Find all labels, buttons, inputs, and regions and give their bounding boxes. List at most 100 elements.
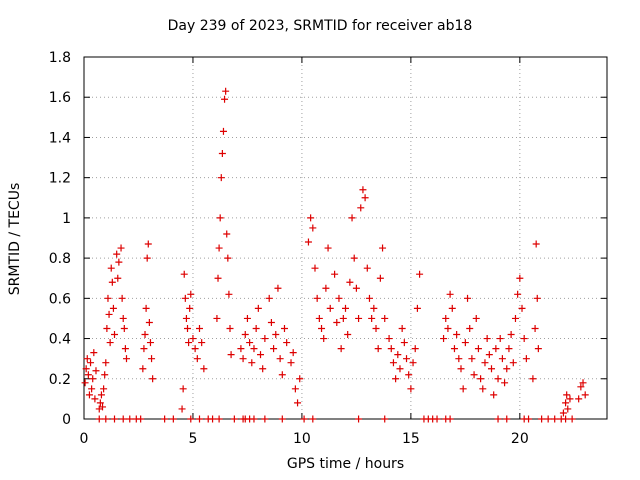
data-point — [113, 250, 121, 258]
data-point — [457, 365, 465, 373]
data-point — [107, 264, 115, 272]
data-point — [385, 335, 393, 343]
data-point — [280, 325, 288, 332]
data-point — [479, 385, 487, 393]
data-point — [520, 335, 528, 343]
data-point — [562, 399, 570, 407]
data-point — [142, 304, 150, 312]
data-point — [525, 415, 533, 423]
data-point — [101, 371, 109, 379]
data-point — [106, 339, 114, 347]
data-point — [223, 230, 231, 238]
data-point — [494, 375, 502, 383]
x-tick-label: 15 — [402, 431, 420, 447]
data-point — [490, 391, 498, 399]
data-point — [403, 355, 411, 363]
data-point — [407, 385, 415, 393]
data-point — [566, 395, 574, 403]
data-point — [444, 325, 452, 332]
y-tick-label: 0 — [62, 412, 71, 428]
data-point — [88, 385, 96, 393]
data-point — [335, 294, 343, 302]
data-point — [363, 264, 371, 272]
data-point — [246, 339, 254, 347]
data-point — [291, 385, 299, 393]
data-point — [217, 174, 225, 182]
data-point — [143, 254, 151, 262]
data-point — [416, 270, 424, 278]
data-point — [189, 335, 197, 343]
data-point — [516, 274, 524, 282]
data-point — [355, 314, 363, 322]
data-point — [468, 355, 476, 363]
data-point — [230, 415, 238, 423]
data-point — [225, 290, 233, 298]
data-point — [492, 345, 500, 353]
data-point — [496, 335, 504, 343]
data-point — [85, 391, 93, 399]
data-point — [296, 375, 304, 383]
data-point — [218, 150, 226, 158]
data-point — [450, 345, 458, 353]
data-point — [276, 355, 284, 363]
data-point — [531, 325, 539, 332]
data-point — [333, 318, 341, 326]
data-point — [533, 294, 541, 302]
data-point — [289, 349, 297, 357]
data-point — [213, 314, 221, 322]
data-point — [241, 331, 249, 339]
data-point — [507, 331, 515, 339]
data-point — [96, 399, 104, 407]
data-point — [370, 304, 378, 312]
data-point — [83, 355, 91, 363]
data-point — [187, 415, 195, 423]
data-point — [191, 345, 199, 353]
data-point — [304, 238, 312, 246]
data-point — [352, 284, 360, 292]
data-point — [102, 359, 110, 367]
data-point — [198, 339, 206, 347]
data-point — [361, 194, 369, 202]
data-point — [455, 355, 463, 363]
data-point — [472, 314, 480, 322]
data-point — [149, 375, 157, 383]
data-point — [381, 314, 389, 322]
data-point — [252, 325, 260, 332]
data-point — [267, 318, 275, 326]
data-point — [357, 204, 365, 212]
data-point — [283, 339, 291, 347]
data-point — [562, 415, 570, 423]
data-point — [470, 371, 478, 379]
data-point — [248, 359, 256, 367]
data-point — [237, 345, 245, 353]
data-point — [514, 290, 522, 298]
data-point — [272, 331, 280, 339]
data-point — [84, 371, 92, 379]
data-point — [509, 359, 517, 367]
data-point — [114, 274, 122, 282]
data-point — [368, 314, 376, 322]
data-point — [187, 290, 195, 298]
data-point — [568, 415, 576, 423]
data-point — [433, 415, 441, 423]
data-point — [111, 415, 119, 423]
data-point — [140, 345, 148, 353]
data-point — [195, 325, 203, 332]
data-point — [270, 345, 278, 353]
data-point — [534, 345, 542, 353]
data-point — [551, 415, 559, 423]
data-point — [148, 355, 156, 363]
data-point — [577, 383, 585, 391]
y-axis-label: SRMTID / TECUs — [7, 182, 23, 296]
data-point — [99, 403, 107, 411]
data-point — [440, 335, 448, 343]
data-point — [103, 325, 111, 332]
data-point — [544, 415, 552, 423]
data-point — [564, 405, 572, 413]
data-point — [501, 379, 509, 387]
data-point — [387, 345, 395, 353]
data-point — [89, 375, 97, 383]
data-point — [182, 314, 190, 322]
data-point — [359, 186, 367, 194]
